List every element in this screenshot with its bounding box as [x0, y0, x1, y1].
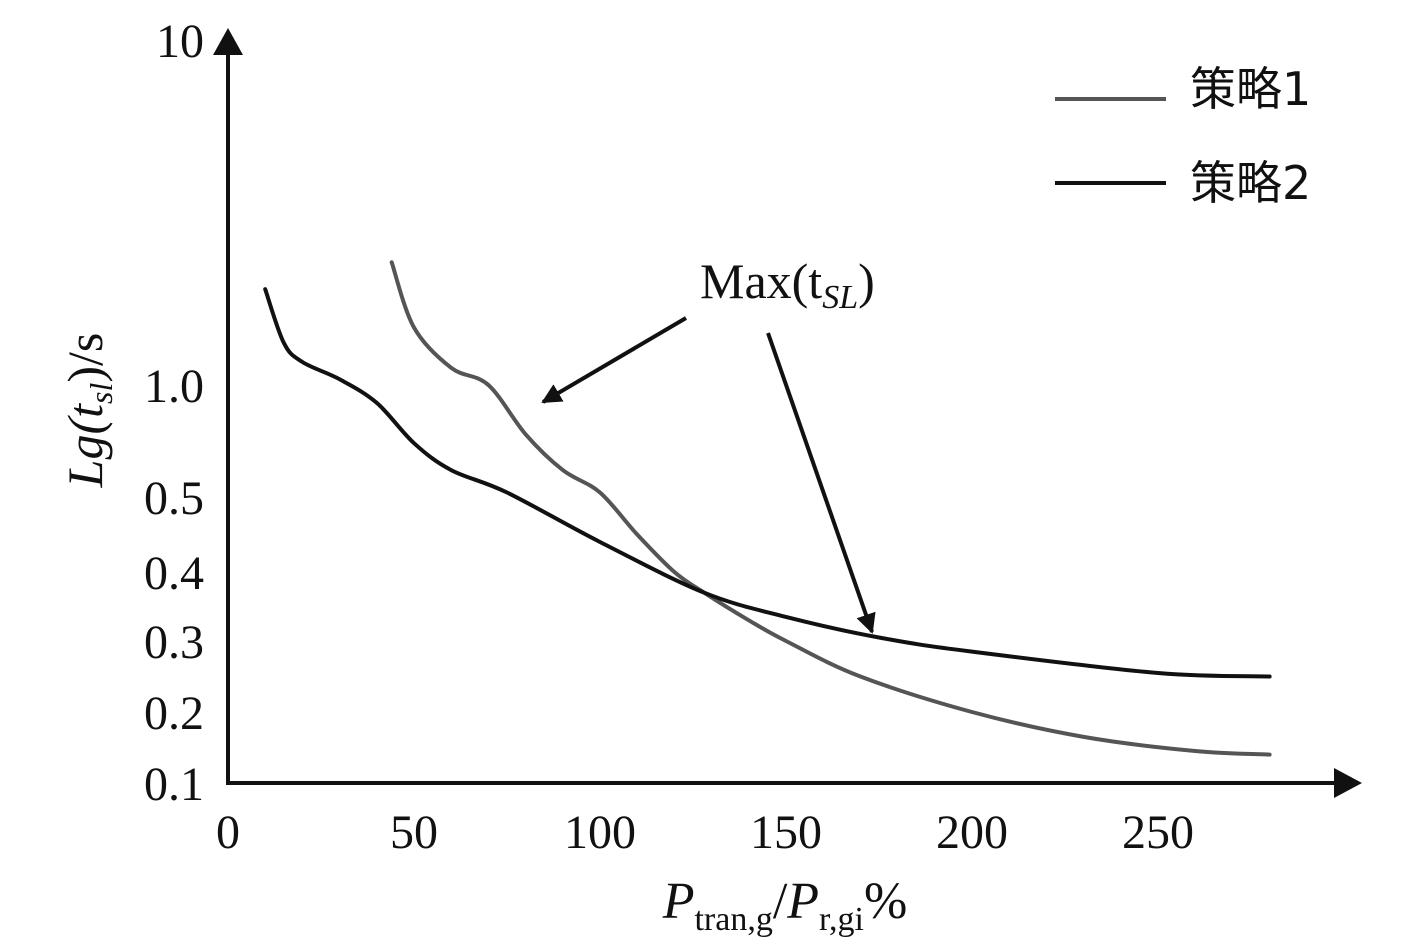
x-axis-label-slash: /: [773, 873, 788, 930]
x-tick-label: 50: [390, 806, 438, 859]
y-axis-arrow-icon: [213, 28, 243, 55]
axes: [213, 28, 1362, 798]
x-tick-label: 100: [564, 806, 636, 859]
y-tick-label: 0.4: [144, 547, 204, 600]
x-axis-arrow-icon: [1334, 768, 1362, 798]
annotation-label: Max(tSL): [700, 253, 875, 316]
x-axis-label-unit: %: [864, 873, 907, 930]
x-axis-label-sub2: r,gi: [819, 901, 864, 938]
y-tick-label: 10: [156, 15, 204, 68]
legend: 策略1 策略2: [1055, 62, 1311, 210]
legend-label-series-2: 策略2: [1190, 156, 1311, 210]
y-tick-label: 0.3: [144, 616, 204, 669]
y-tick-label: 0.2: [144, 687, 204, 740]
y-tick-labels: 0.1 0.2 0.3 0.4 0.5 1.0 10: [144, 15, 204, 811]
x-tick-label: 200: [936, 806, 1008, 859]
x-tick-label: 250: [1122, 806, 1194, 859]
y-axis-label-sub: sl: [83, 383, 119, 404]
x-axis-label-p2: P: [786, 873, 819, 930]
annotation-arrow-right: [766, 332, 876, 634]
x-axis-label: Ptran,g/Pr,gi%: [662, 873, 908, 938]
series-line-1: [389, 260, 1272, 757]
annotation-tail: ): [858, 253, 875, 309]
annotation-base: Max(t: [700, 253, 822, 309]
y-axis-label: Lg(tsl)/s: [57, 333, 119, 489]
y-tick-label: 1.0: [144, 360, 204, 413]
legend-label-series-1: 策略1: [1190, 62, 1311, 116]
annotation-sub: SL: [822, 279, 858, 316]
y-tick-label: 0.1: [144, 758, 204, 811]
annotation-arrow-left: [541, 316, 688, 404]
x-tick-label: 0: [216, 806, 240, 859]
annotation-max-tsl: Max(tSL): [541, 253, 876, 634]
x-axis-label-p1: P: [662, 873, 695, 930]
y-axis-label-base: Lg(t: [57, 403, 113, 488]
x-axis-label-sub1: tran,g: [694, 901, 772, 938]
y-axis-label-tail: )/s: [57, 333, 113, 383]
x-tick-labels: 0 50 100 150 200 250: [216, 806, 1194, 859]
series-lines: [263, 260, 1272, 757]
series-line-2: [263, 287, 1272, 679]
y-tick-label: 0.5: [144, 472, 204, 525]
x-tick-label: 150: [750, 806, 822, 859]
